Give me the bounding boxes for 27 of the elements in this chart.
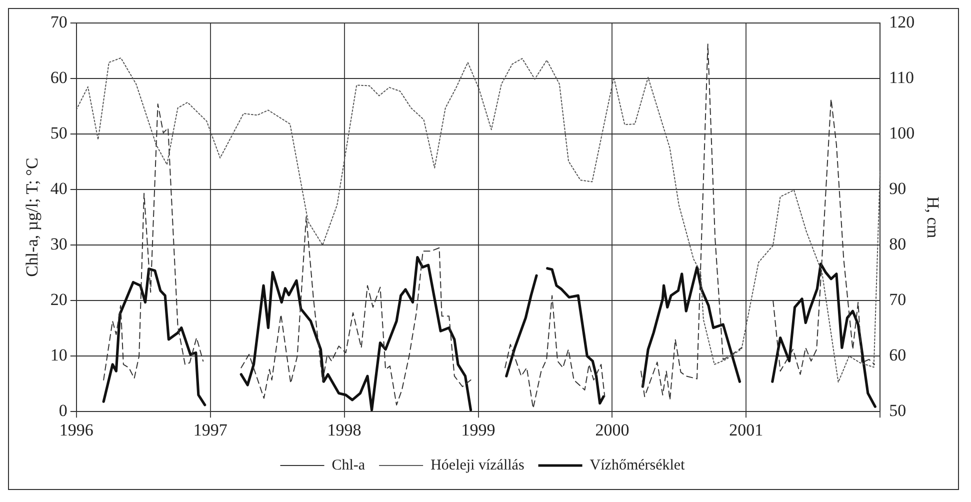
y-tick-label: 70 [50,12,68,32]
y2-tick-label: 50 [889,401,906,420]
y-tick-label: 20 [50,290,68,310]
y-tick-label: 40 [50,179,68,198]
y-tick-label: 60 [50,68,68,87]
x-tick-label: 2000 [595,420,630,440]
y-axis-title: Chl-a, µg/l; T; °C [22,158,42,277]
y2-tick-label: 110 [889,68,914,87]
legend-label: Vízhőmérséklet [590,457,686,474]
y2-axis-title: H, cm [923,196,942,238]
y2-tick-label: 80 [889,234,906,254]
y2-tick-label: 90 [889,179,906,198]
y2-tick-label: 100 [889,123,915,142]
legend-label: Chl-a [332,457,366,474]
y2-tick-label: 120 [889,12,915,32]
x-tick-label: 2001 [729,420,764,440]
x-tick-label: 1999 [461,420,496,440]
y-tick-label: 0 [58,401,68,420]
y-tick-label: 10 [50,346,68,365]
x-tick-label: 1997 [193,420,228,440]
y-tick-label: 50 [50,123,68,142]
x-tick-label: 1996 [59,420,94,440]
legend-label: Hóeleji vízállás [430,457,524,474]
y2-tick-label: 70 [889,290,906,310]
y-tick-label: 30 [50,234,68,254]
x-tick-label: 1998 [327,420,362,440]
y2-tick-label: 60 [889,346,906,365]
